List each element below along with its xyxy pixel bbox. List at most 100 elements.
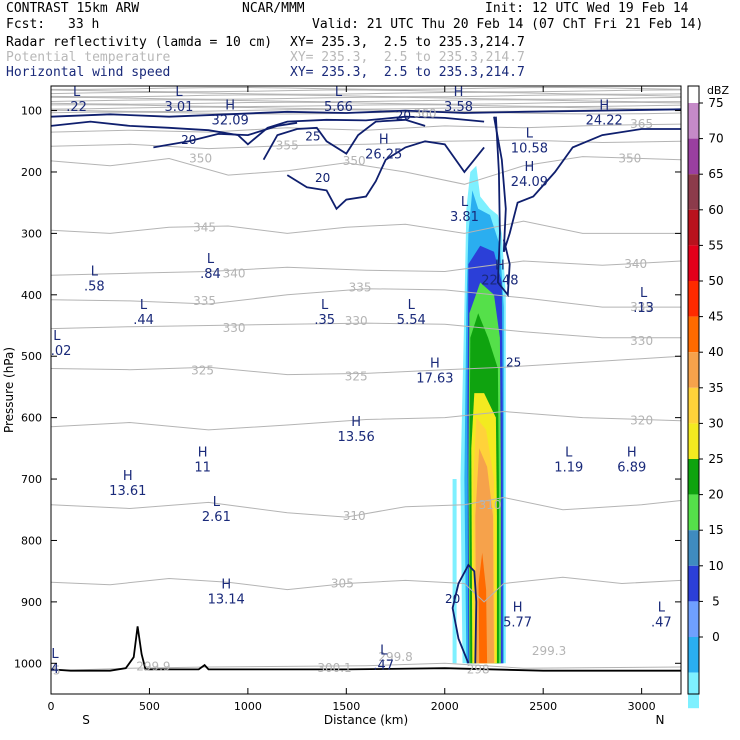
extremum-type-label: L [408, 298, 416, 313]
colorbar-swatch [688, 316, 699, 353]
field-name-reflectivity: Radar reflectivity (lamda = 10 cm) [6, 35, 273, 50]
extremum-l: L.84 [200, 252, 221, 282]
y-tick-label: 500 [21, 350, 42, 363]
extremum-l: L4 [51, 647, 59, 677]
theta-contour-upper [51, 89, 681, 93]
theta-contour-upper [51, 106, 681, 110]
extremum-type-label: L [175, 85, 183, 100]
theta-contour-label: 350 [189, 151, 212, 165]
colorbar-swatch [688, 637, 699, 673]
theta-contour-8 [51, 220, 681, 234]
extremum-type-label: L [526, 126, 534, 141]
theta-contour-label: 350 [343, 154, 366, 168]
colorbar-level-label: 60 [708, 203, 723, 217]
org-label: NCAR/MMM [242, 1, 305, 16]
y-tick-label: 700 [21, 473, 42, 486]
extremum-type-label: L [658, 600, 666, 615]
colorbar-swatch [688, 86, 699, 103]
theta-contour-label: 345 [193, 220, 216, 234]
extremum-type-label: L [207, 252, 215, 267]
extremum-value-label: 3.58 [444, 100, 473, 115]
colorbar-level-label: 25 [708, 452, 723, 466]
extremum-type-label: H [379, 132, 389, 147]
extremum-h: H11 [194, 446, 211, 476]
y-tick-label: 600 [21, 412, 42, 425]
x-tick-label: 1500 [332, 700, 360, 713]
theta-contour-3 [51, 410, 681, 431]
field-xy-wind: XY= 235.3, 2.5 to 235.3,214.7 [290, 65, 525, 80]
colorbar-swatch [688, 174, 699, 210]
theta-contour-label: 340 [624, 257, 647, 271]
extremum-value-label: 5.77 [503, 615, 532, 630]
colorbar-swatch [688, 459, 699, 495]
field-xy-reflectivity: XY= 235.3, 2.5 to 235.3,214.7 [290, 35, 525, 50]
theta-contour-label: 299.8 [378, 650, 412, 664]
theta-contour-label: 9.5 [41, 664, 60, 678]
extremum-value-label: 4 [51, 662, 59, 677]
colorbar-level-label: 15 [708, 523, 723, 537]
y-tick-label: 800 [21, 534, 42, 547]
axes: 0 500 1000 1500 2000 2500 3000 100 200 300 400 500 6… [14, 86, 681, 713]
theta-contour-upper [51, 86, 681, 90]
colorbar-level-label: 50 [708, 274, 723, 288]
y-tick-label: 200 [21, 166, 42, 179]
extremum-value-label: 11 [194, 461, 211, 476]
extremum-l: L.47 [373, 643, 394, 673]
init-time: Init: 12 UTC Wed 19 Feb 14 [485, 1, 689, 16]
extremum-value-label: 5.54 [397, 313, 426, 328]
extremum-value-label: .35 [314, 313, 335, 328]
extremum-value-label: 2.61 [202, 510, 231, 525]
wind-contour-labels: 20 25 20 20 20 25 [181, 108, 521, 605]
theta-contour-label: 335 [630, 300, 653, 314]
theta-contour-0 [51, 662, 681, 672]
y-tick-label: 1000 [14, 657, 42, 670]
x-tick-label: 0 [48, 700, 55, 713]
extremum-h: H24.09 [511, 160, 548, 190]
theta-contour-7 [51, 260, 681, 276]
extremum-l: L.47 [651, 600, 672, 630]
extremum-value-label: 2.02 [42, 344, 71, 359]
extremum-h: H5.77 [503, 600, 532, 630]
field-name-theta: Potential temperature [6, 50, 171, 65]
extremum-value-label: 10.58 [511, 141, 548, 156]
theta-contour-label: 310 [343, 509, 366, 523]
y-tick-label: 300 [21, 227, 42, 240]
wind-contour-6 [495, 116, 511, 298]
extremum-type-label: H [351, 415, 361, 430]
theta-contour-label: 355 [276, 139, 299, 153]
extremum-l: L.22 [66, 86, 87, 115]
extremum-l: L.35 [314, 298, 335, 328]
theta-contour-upper [51, 96, 681, 100]
extremum-value-label: 22.48 [481, 273, 518, 288]
extremum-l: L3.01 [164, 85, 193, 115]
extremum-h: H26.25 [365, 132, 402, 162]
wind-contour-label: 25 [305, 129, 320, 143]
wind-contour-4 [286, 140, 485, 211]
extremum-type-label: L [213, 495, 221, 510]
extremum-value-label: .47 [651, 615, 672, 630]
theta-contour-1 [51, 576, 681, 603]
extremum-h: H13.56 [338, 415, 375, 445]
extremum-value-label: 26.25 [365, 147, 402, 162]
terrain-profile [51, 626, 681, 672]
model-title: CONTRAST 15km ARW [6, 1, 140, 16]
extremum-value-label: 17.63 [416, 372, 453, 387]
field-name-wind: Horizontal wind speed [6, 65, 171, 80]
extremum-type-label: H [123, 469, 133, 484]
colorbar-level-label: 65 [708, 167, 723, 181]
x-tick-label: 1000 [234, 700, 262, 713]
extremum-l: L1.19 [554, 446, 583, 476]
extremum-l: L2.61 [202, 495, 231, 525]
colorbar-swatch [688, 387, 699, 424]
extremum-type-label: H [525, 160, 535, 175]
extremum-value-label: 13.61 [109, 484, 146, 499]
colorbar-swatch [688, 352, 699, 388]
theta-contour-10 [51, 139, 681, 150]
theta-contour-5 [51, 322, 681, 339]
theta-contour-upper [51, 99, 681, 103]
extremum-value-label: 6.89 [617, 461, 646, 476]
wind-contour-label: 20 [315, 171, 330, 185]
valid-time: Valid: 21 UTC Thu 20 Feb 14 (07 ChT Fri … [312, 17, 704, 32]
